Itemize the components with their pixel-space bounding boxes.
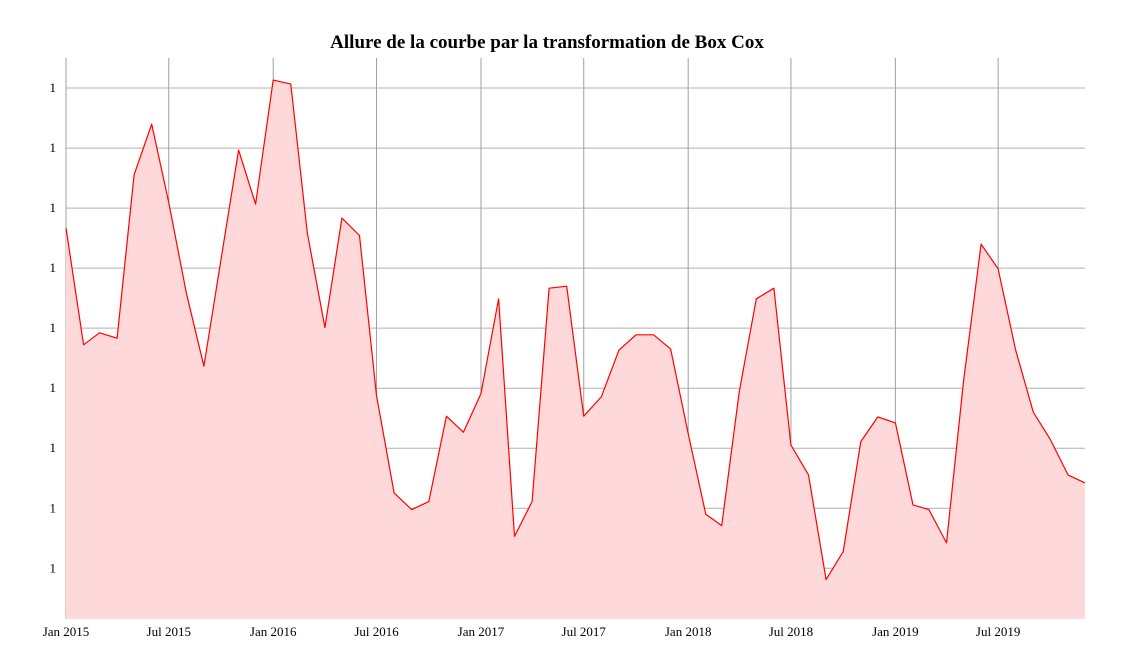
- x-tick-label: Jan 2019: [872, 624, 919, 639]
- x-tick-label: Jan 2015: [43, 624, 90, 639]
- x-tick-label: Jul 2019: [976, 624, 1020, 639]
- y-tick-label: 1: [50, 320, 57, 335]
- x-tick-label: Jan 2016: [250, 624, 297, 639]
- x-tick-label: Jul 2015: [147, 624, 191, 639]
- y-tick-label: 1: [50, 260, 57, 275]
- y-tick-label: 1: [50, 560, 57, 575]
- y-tick-label: 1: [50, 380, 57, 395]
- y-tick-label: 1: [50, 200, 57, 215]
- x-tick-label: Jan 2018: [665, 624, 712, 639]
- y-tick-label: 1: [50, 440, 57, 455]
- series-line: [65, 79, 1086, 581]
- x-tick-label: Jul 2017: [562, 624, 607, 639]
- y-axis-ticks: 1 1 1 1 1 1 1 1 1: [50, 80, 57, 575]
- y-tick-label: 1: [50, 140, 57, 155]
- y-tick-label: 1: [50, 500, 57, 515]
- x-tick-label: Jul 2016: [354, 624, 399, 639]
- y-tick-label: 1: [50, 80, 57, 95]
- x-tick-label: Jan 2017: [458, 624, 505, 639]
- x-axis-ticks: Jan 2015 Jul 2015 Jan 2016 Jul 2016 Jan 2017…: [43, 624, 1021, 639]
- series-area: [66, 80, 1085, 620]
- x-tick-label: Jul 2018: [769, 624, 813, 639]
- chart-title: Allure de la courbe par la transformatio…: [330, 32, 764, 53]
